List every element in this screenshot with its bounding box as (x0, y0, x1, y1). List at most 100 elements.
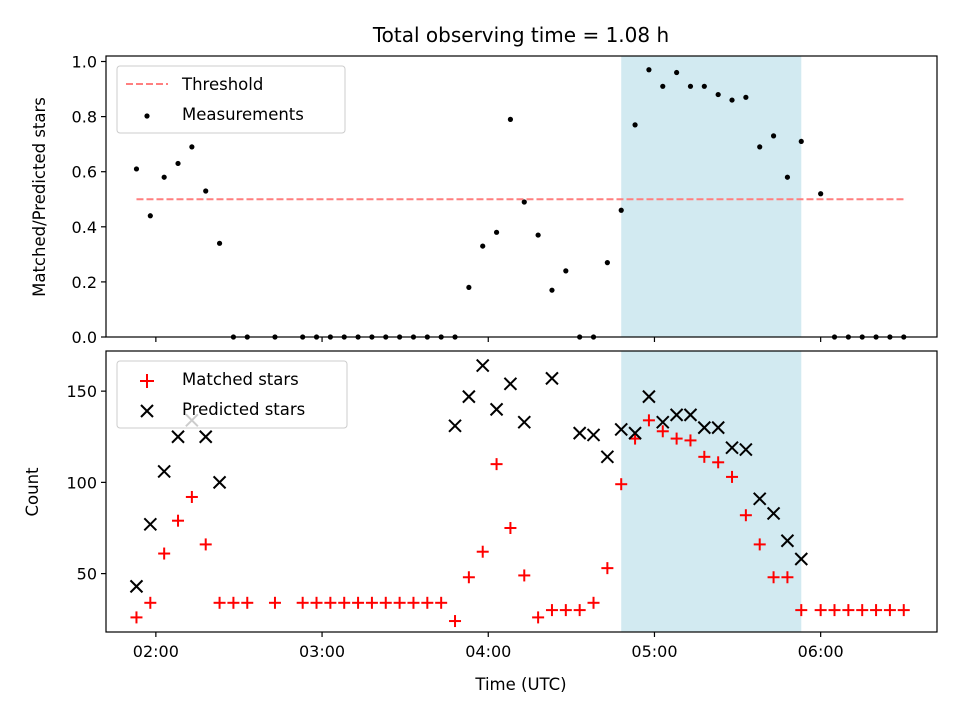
y-tick-label: 1.0 (72, 53, 97, 72)
matched-star-point (476, 545, 489, 558)
matched-star-point (490, 458, 503, 471)
predicted-star-point (129, 579, 144, 594)
matched-star-point (629, 432, 642, 445)
matched-star-point (767, 571, 780, 584)
x-tick-label: 05:00 (631, 642, 677, 661)
predicted-star-point (669, 408, 684, 422)
highlight-span (621, 351, 802, 632)
matched-star-point (130, 611, 143, 624)
y-tick-label: 100 (66, 473, 97, 492)
matched-star-point (656, 425, 669, 438)
matched-star-point (227, 596, 240, 609)
matched-star-point (781, 571, 794, 584)
measurement-point (660, 83, 666, 89)
predicted-star-point (572, 426, 587, 440)
matched-star-point (504, 521, 517, 534)
predicted-star-point (753, 492, 767, 506)
predicted-star-point (600, 450, 615, 464)
measurement-point (216, 240, 223, 246)
measurement-point (189, 144, 195, 150)
highlight-region (621, 351, 802, 632)
predicted-star-point (697, 420, 712, 435)
y-tick-label: 0.2 (72, 273, 97, 292)
legend-box (116, 360, 348, 429)
legend-box (116, 65, 346, 134)
matched-star-point (213, 596, 226, 609)
matched-star-point (518, 569, 531, 582)
predicted-star-point (766, 506, 781, 521)
measurement-point (133, 166, 140, 172)
predicted-star-point (794, 552, 808, 566)
y-axis-label: Count (23, 467, 42, 517)
predicted-star-point (199, 430, 213, 444)
matched-star-point (407, 596, 420, 609)
measurement-point (715, 91, 721, 98)
predicted-star-point (628, 426, 642, 440)
matched-star-point (684, 434, 697, 447)
matched-star-point (615, 478, 628, 491)
predicted-star-point (586, 428, 601, 442)
matched-star-point (158, 547, 171, 560)
predicted-star-point (143, 517, 158, 532)
matched-star-point (379, 596, 392, 609)
predicted-star-point (517, 415, 531, 429)
matched-star-point (532, 611, 545, 624)
matched-star-point (828, 604, 841, 617)
measurement-point (646, 67, 652, 73)
measurement-point (203, 188, 209, 194)
matched-star-point (296, 596, 309, 609)
highlight-span (621, 56, 802, 337)
y-tick-label: 150 (66, 382, 97, 401)
matched-star-point (573, 604, 586, 617)
matched-star-point (897, 604, 910, 617)
predicted-star-point (725, 441, 739, 455)
matched-star-point (670, 432, 683, 445)
measurement-point (729, 97, 735, 103)
matched-star-point (199, 538, 212, 551)
matched-star-point (172, 514, 185, 527)
predicted-star-point (171, 430, 185, 444)
measurement-point (618, 207, 624, 213)
matched-star-point (587, 596, 600, 609)
measurement-point (521, 199, 527, 205)
matched-star-point (144, 596, 157, 609)
x-tick-label: 04:00 (465, 642, 511, 661)
predicted-star-point (545, 371, 559, 386)
predicted-star-point (614, 422, 628, 437)
matched-star-point (856, 604, 869, 617)
matched-star-point (338, 596, 351, 609)
measurement-point (507, 116, 514, 122)
ratio-panel: 0.0 0.2 0.4 0.6 0.8 1.0 Matched/Predicted sta… (30, 53, 938, 347)
measurement-points (133, 67, 907, 340)
plot-frame (105, 350, 938, 633)
matched-star-point (462, 571, 475, 584)
legend-matched-swatch (140, 374, 154, 388)
measurement-point (480, 243, 486, 249)
matched-star-point (883, 604, 896, 617)
y-tick-label: 0.0 (72, 328, 97, 347)
matched-star-point (352, 596, 365, 609)
matched-star-point (642, 414, 655, 427)
y-tick-label: 0.8 (72, 108, 97, 127)
matched-star-point (753, 538, 766, 551)
measurement-point (701, 83, 707, 89)
matched-star-point (241, 596, 254, 609)
measurement-point (563, 268, 569, 274)
predicted-star-point (503, 377, 518, 391)
matched-star-point (449, 615, 462, 628)
measurement-point (798, 138, 804, 145)
legend: Matched stars Predicted stars (116, 360, 348, 429)
legend-predicted-label: Predicted stars (182, 400, 305, 419)
measurement-point (604, 260, 610, 266)
y-tick-label: 0.6 (72, 163, 97, 182)
legend-threshold-label: Threshold (181, 75, 263, 94)
matched-star-point (365, 596, 378, 609)
matched-star-point (698, 450, 711, 463)
predicted-star-point (476, 358, 490, 373)
y-axis-ticks: 0.0 0.2 0.4 0.6 0.8 1.0 (72, 53, 106, 347)
measurement-point (743, 94, 749, 100)
matched-star-point (739, 509, 752, 522)
matched-star-point (795, 604, 808, 617)
predicted-star-point (212, 475, 227, 490)
